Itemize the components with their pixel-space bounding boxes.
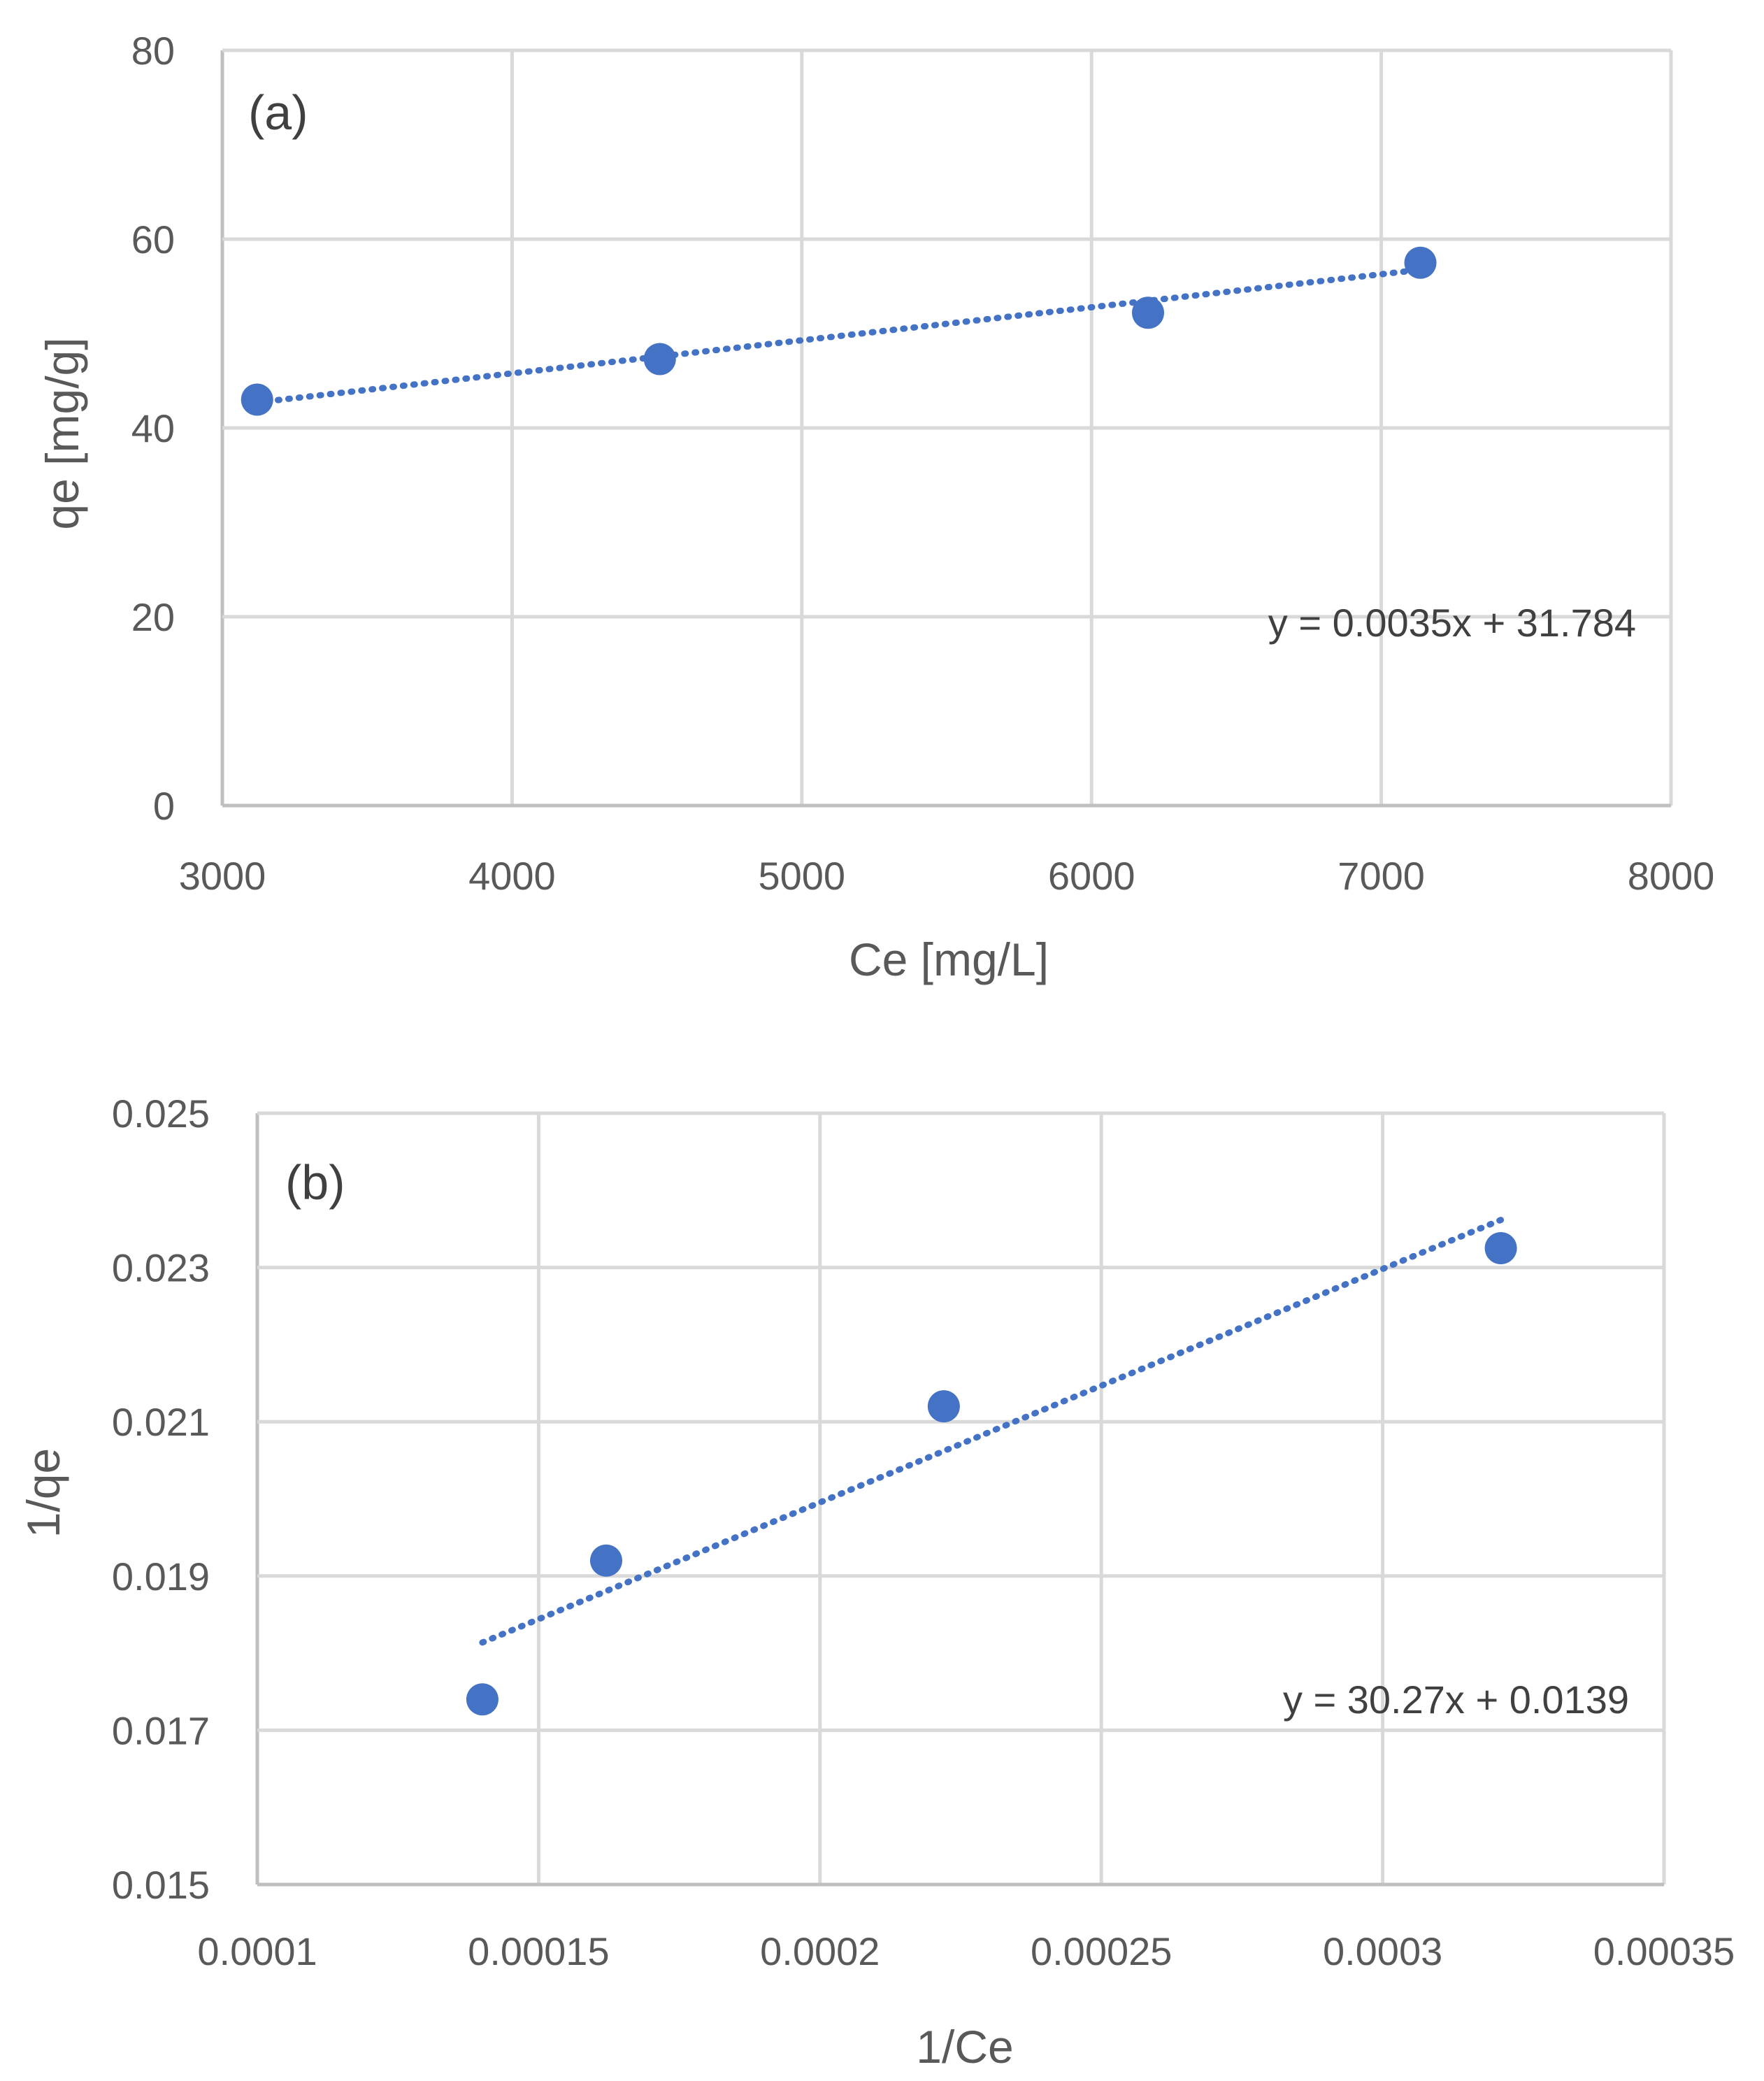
panel-b-data-point xyxy=(589,1544,622,1577)
panel-a-x-tick-label: 7000 xyxy=(1338,854,1425,898)
panel-b-label: (b) xyxy=(285,1155,345,1210)
panel-a-data-point xyxy=(643,343,676,376)
chart-panel-b: (b) y = 30.27x + 0.0139 1/Ce 1/qe 0.0001… xyxy=(17,1092,1735,2073)
panel-a-equation: y = 0.0035x + 31.784 xyxy=(1268,601,1636,645)
panel-b-y-tick-label: 0.025 xyxy=(112,1092,210,1136)
panel-a-y-tick-label: 60 xyxy=(131,217,175,262)
panel-b-y-tick-label: 0.017 xyxy=(112,1708,210,1752)
panel-b-y-axis-title: 1/qe xyxy=(17,1448,69,1538)
chart-panel-a: (a) y = 0.0035x + 31.784 Ce [mg/L] qe [m… xyxy=(36,29,1714,985)
panel-b-x-tick-label: 0.0001 xyxy=(197,1929,317,1973)
panel-a-x-tick-label: 5000 xyxy=(759,854,846,898)
panel-b-y-tick-label: 0.021 xyxy=(112,1400,210,1444)
panel-a-label: (a) xyxy=(248,85,308,140)
panel-b-equation: y = 30.27x + 0.0139 xyxy=(1283,1678,1629,1722)
panel-b-x-tick-label: 0.0003 xyxy=(1323,1929,1442,1973)
panel-a-data-point xyxy=(1404,246,1437,279)
panel-a-y-tick-label: 20 xyxy=(131,595,175,639)
panel-a-y-axis-title: qe [mg/g] xyxy=(36,337,88,529)
panel-b-y-tick-label: 0.023 xyxy=(112,1246,210,1290)
panel-a-data-point xyxy=(1132,296,1165,329)
panel-a-x-axis-title: Ce [mg/L] xyxy=(849,934,1049,985)
panel-b-data-point xyxy=(1484,1232,1517,1265)
panel-b-x-axis-title: 1/Ce xyxy=(916,2021,1013,2073)
panel-b-y-tick-label: 0.019 xyxy=(112,1554,210,1599)
panel-a-x-tick-label: 8000 xyxy=(1628,854,1715,898)
panel-a-y-tick-label: 0 xyxy=(153,784,175,828)
panel-a-x-tick-label: 6000 xyxy=(1048,854,1135,898)
panel-a-y-tick-label: 80 xyxy=(131,29,175,73)
panel-b-x-tick-label: 0.00035 xyxy=(1593,1929,1735,1973)
panel-b-trendline xyxy=(479,1217,1505,1646)
panel-b-y-tick-label: 0.015 xyxy=(112,1863,210,1907)
panel-a-y-tick-label: 40 xyxy=(131,406,175,450)
panel-b-data-point xyxy=(466,1683,499,1716)
panel-b-x-tick-label: 0.00025 xyxy=(1031,1929,1172,1973)
panel-a-data-point xyxy=(241,383,273,416)
panel-b-data-point xyxy=(927,1390,960,1423)
panel-b-x-tick-label: 0.00015 xyxy=(468,1929,609,1973)
panel-a-x-tick-label: 3000 xyxy=(179,854,266,898)
panel-a-x-tick-label: 4000 xyxy=(468,854,556,898)
panel-b-x-tick-label: 0.0002 xyxy=(760,1929,880,1973)
panel-a-trendline xyxy=(254,266,1424,406)
